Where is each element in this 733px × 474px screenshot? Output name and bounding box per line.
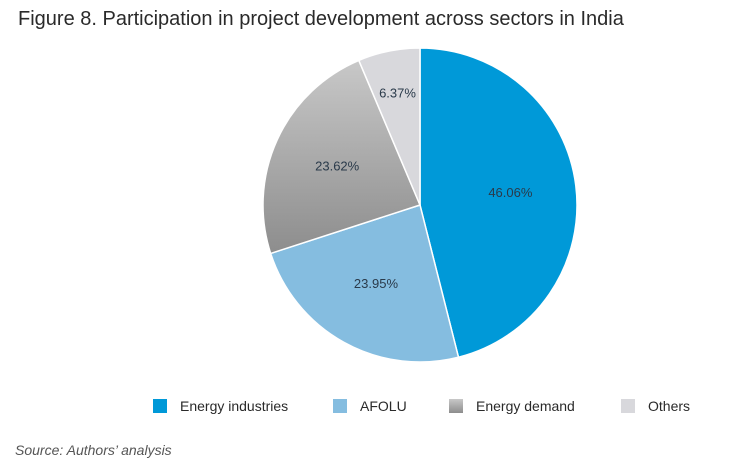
- legend: Energy industries AFOLU Energy demand Ot…: [0, 398, 733, 418]
- chart-title: Figure 8. Participation in project devel…: [18, 8, 624, 30]
- legend-label: AFOLU: [360, 398, 407, 414]
- legend-swatch: [333, 399, 347, 413]
- pie-data-label: 46.06%: [488, 185, 533, 200]
- legend-label: Energy demand: [476, 398, 575, 414]
- pie-slice-energy-industries: [419, 47, 578, 359]
- pie-slice-others: [357, 47, 421, 206]
- legend-item-energy-demand: Energy demand: [449, 398, 575, 414]
- legend-label: Others: [648, 398, 691, 414]
- legend-item-others: Others: [621, 398, 690, 414]
- legend-swatch: [621, 399, 635, 413]
- legend-swatch: [449, 399, 463, 413]
- legend-item-afolu: AFOLU: [333, 398, 407, 414]
- pie-data-label: 23.62%: [315, 159, 360, 174]
- pie-data-label: 23.95%: [354, 276, 399, 291]
- legend-item-energy-industries: Energy industries: [153, 398, 288, 414]
- pie-data-label: 6.37%: [379, 86, 416, 101]
- pie-slice-energy-demand: [262, 59, 422, 255]
- legend-swatch: [153, 399, 167, 413]
- legend-label: Energy industries: [180, 398, 289, 414]
- source-note: Source: Authors’ analysis: [15, 442, 172, 458]
- pie-slice-afolu: [269, 204, 460, 363]
